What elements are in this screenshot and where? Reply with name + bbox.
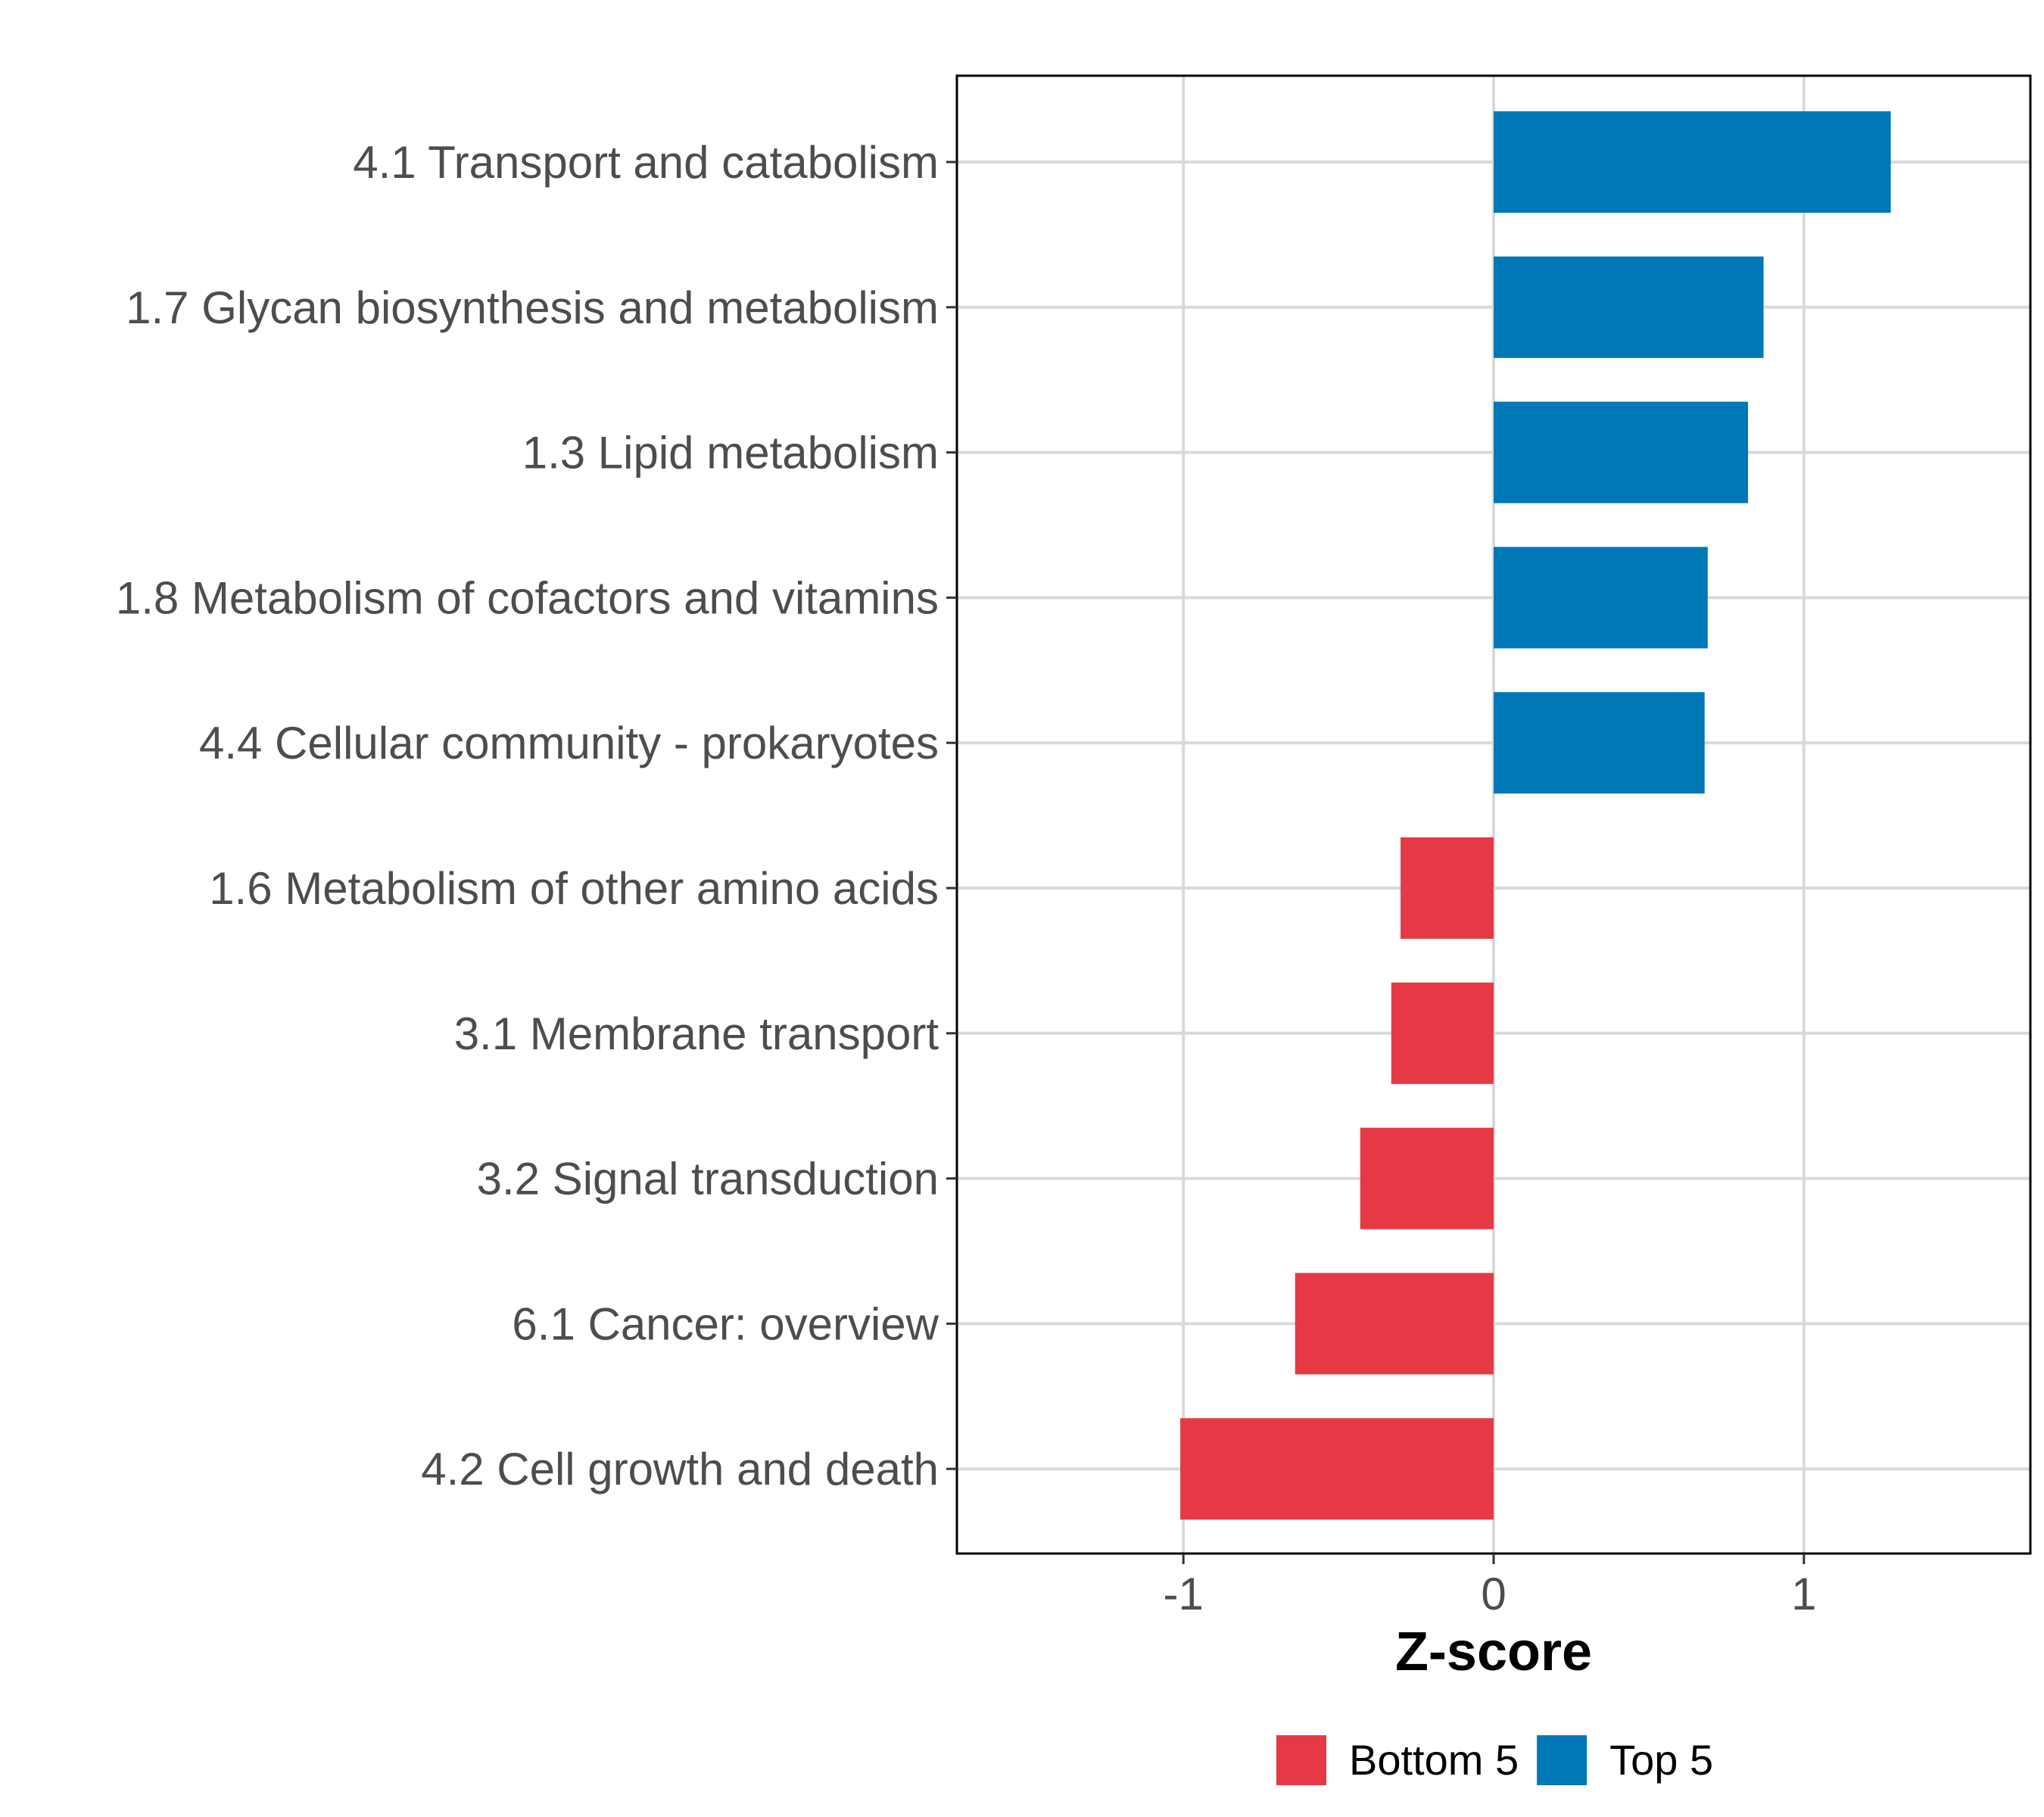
- x-tick-label: 1: [1791, 1569, 1816, 1619]
- bar: [1494, 547, 1708, 649]
- x-axis: -1 0 1: [1163, 1554, 1817, 1619]
- legend: Bottom 5 Top 5: [1276, 1735, 1713, 1785]
- category-label: 1.3 Lipid metabolism: [522, 428, 939, 478]
- bars: [1180, 111, 1891, 1520]
- x-axis-title: Z-score: [1395, 1622, 1592, 1682]
- category-label: 4.1 Transport and catabolism: [353, 137, 939, 188]
- legend-swatch: [1276, 1735, 1326, 1785]
- bar: [1494, 692, 1705, 794]
- bar: [1494, 401, 1749, 503]
- category-label: 6.1 Cancer: overview: [512, 1298, 939, 1349]
- legend-swatch: [1537, 1735, 1588, 1785]
- bar: [1494, 111, 1891, 213]
- bar: [1401, 837, 1494, 939]
- bar: [1180, 1418, 1494, 1520]
- bar: [1391, 982, 1494, 1084]
- category-label: 3.2 Signal transduction: [477, 1154, 939, 1205]
- legend-label: Bottom 5: [1349, 1736, 1519, 1784]
- category-label: 4.4 Cellular community - prokaryotes: [199, 718, 939, 768]
- y-axis: 4.1 Transport and catabolism 1.7 Glycan b…: [116, 137, 957, 1494]
- category-label: 3.1 Membrane transport: [454, 1008, 939, 1059]
- legend-label: Top 5: [1609, 1736, 1713, 1784]
- category-label: 1.8 Metabolism of cofactors and vitamins: [116, 572, 939, 623]
- category-label: 4.2 Cell growth and death: [421, 1444, 939, 1494]
- bar: [1494, 256, 1764, 358]
- category-label: 1.7 Glycan biosynthesis and metabolism: [126, 282, 939, 333]
- bar: [1295, 1273, 1494, 1375]
- category-label: 1.6 Metabolism of other amino acids: [209, 863, 939, 914]
- x-tick-label: -1: [1163, 1569, 1203, 1619]
- x-tick-label: 0: [1481, 1569, 1506, 1619]
- bar: [1360, 1127, 1494, 1230]
